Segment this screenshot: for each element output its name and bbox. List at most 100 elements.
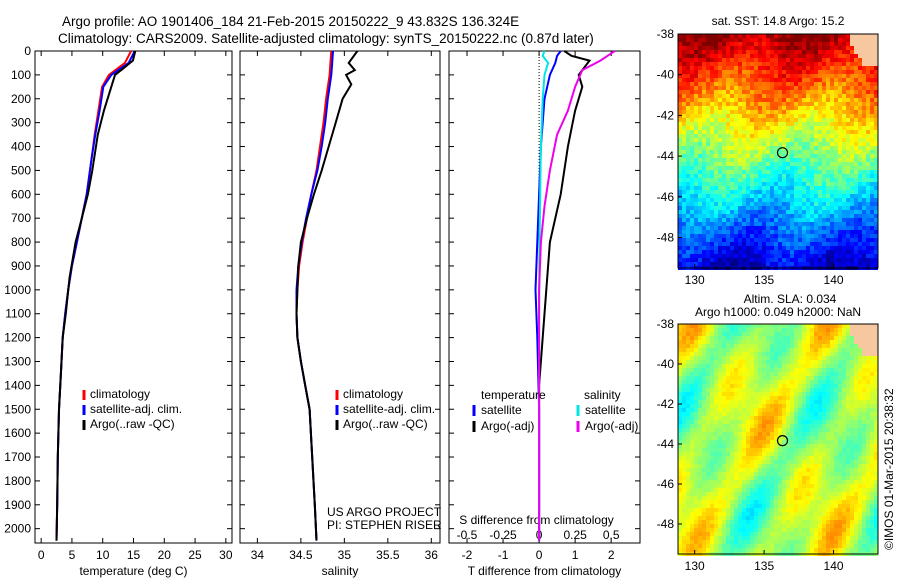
- y-tick-label: 1000: [4, 283, 31, 297]
- map-lon-label: 140: [824, 273, 844, 287]
- y-tick-label: 1100: [5, 307, 31, 321]
- y-tick-label: 1500: [4, 402, 31, 416]
- map-frame: [677, 323, 879, 555]
- profile-panel-difference: -2 -1 0 1 2 T difference from climatology -0.5…: [448, 50, 641, 578]
- legend-title-temperature: temperature: [481, 388, 546, 402]
- map-lon-label: 140: [824, 559, 844, 573]
- y-tick-label: 300: [11, 116, 31, 130]
- x-tick-label: -1: [498, 548, 509, 562]
- y-tick-label: 1900: [4, 498, 31, 512]
- x-tick-label: 30: [219, 548, 233, 562]
- legend-label: Argo(..raw -QC): [343, 417, 428, 431]
- y-tick-label: 1200: [4, 331, 31, 345]
- legend-label: Argo(-adj): [585, 419, 638, 433]
- argo-position-marker: [776, 147, 789, 159]
- legend-label: satellite-adj. clim.: [343, 402, 435, 416]
- credit-label: ©IMOS 01-Mar-2015 20:38:32: [882, 388, 896, 550]
- y-tick-label: 2000: [4, 522, 31, 536]
- map-lat-label: -38: [657, 317, 675, 331]
- series-line-s-argo-adj-: [538, 50, 616, 541]
- plot-frame: [34, 50, 233, 544]
- x-tick-label: 36: [425, 548, 439, 562]
- sla-map-subtitle: Argo h1000: 0.049 h2000: NaN: [695, 305, 861, 319]
- y-tick-label: 400: [11, 140, 31, 154]
- x-tick-label: 35.5: [376, 548, 400, 562]
- legend-label: satellite: [585, 403, 626, 417]
- map-lon-label: 130: [685, 559, 705, 573]
- x-tick-label: 20: [158, 548, 172, 562]
- legend-label: satellite-adj. clim.: [90, 402, 182, 416]
- legend-label: Argo(..raw -QC): [90, 417, 175, 431]
- sst-map: -38 -40 -42 -44 -46 -48 130 135 140: [657, 27, 879, 287]
- x-axis-label-top: S difference from climatology: [459, 513, 614, 527]
- x-tick-label: 0: [38, 548, 45, 562]
- x-axis-label: temperature (deg C): [79, 564, 187, 578]
- sla-map-title: Altim. SLA: 0.034: [744, 292, 837, 306]
- legend-label: climatology: [343, 387, 403, 401]
- legend-label: satellite: [481, 403, 522, 417]
- x-tick-label: 25: [188, 548, 202, 562]
- x-tick-label: 15: [127, 548, 141, 562]
- series-line-climatology: [295, 50, 333, 541]
- series-line-t-argo-adj-: [538, 50, 592, 541]
- map-lat-label: -44: [657, 437, 675, 451]
- map-lon-label: 135: [754, 273, 774, 287]
- x-tick-label: 5: [69, 548, 76, 562]
- x-tick-label: 34.5: [289, 548, 313, 562]
- x-tick-label: 2: [608, 548, 615, 562]
- map-lat-label: -46: [657, 190, 675, 204]
- x-axis-label: T difference from climatology: [468, 564, 622, 578]
- y-tick-label: 700: [11, 211, 31, 225]
- project-annotation: US ARGO PROJECT: [327, 505, 442, 519]
- legend-label: climatology: [90, 387, 150, 401]
- project-annotation: PI: STEPHEN RISER: [327, 518, 442, 532]
- sst-field: [678, 34, 878, 270]
- x-tick-label: 1: [572, 548, 579, 562]
- map-lat-label: -40: [657, 357, 675, 371]
- map-lat-label: -48: [657, 517, 675, 531]
- legend-label: Argo(-adj): [481, 419, 534, 433]
- y-tick-label: 1600: [4, 426, 31, 440]
- sst-map-title: sat. SST: 14.8 Argo: 15.2: [712, 14, 845, 28]
- figure-subtitle: Climatology: CARS2009. Satellite-adjuste…: [58, 31, 594, 46]
- x-tick-label: -2: [462, 548, 473, 562]
- x-tick-label-top: -0.25: [489, 528, 517, 542]
- y-tick-label: 0: [24, 44, 31, 58]
- y-tick-label: 1800: [4, 474, 31, 488]
- y-tick-label: 1700: [4, 450, 31, 464]
- map-frame: [677, 33, 879, 269]
- map-lat-label: -40: [657, 68, 675, 82]
- map-lat-label: -48: [657, 230, 675, 244]
- profile-panel-temperature: 0100200300400500600700800900100011001200…: [4, 44, 233, 578]
- series-line-argo-raw-qc-: [55, 50, 137, 541]
- x-tick-label-top: 0.5: [603, 528, 620, 542]
- y-tick-label: 600: [11, 187, 31, 201]
- map-lat-label: -44: [657, 149, 675, 163]
- map-lat-label: -38: [657, 27, 675, 41]
- y-tick-label: 100: [11, 68, 31, 82]
- x-tick-label-top: -0.5: [457, 528, 478, 542]
- map-lon-label: 130: [685, 273, 705, 287]
- sla-map: -38 -40 -42 -44 -46 -48 130 135 140: [657, 317, 879, 573]
- y-tick-label: 500: [11, 163, 31, 177]
- map-lat-label: -42: [657, 108, 675, 122]
- figure-title: Argo profile: AO 1901406_184 21-Feb-2015…: [62, 14, 520, 29]
- x-tick-label-top: 0.25: [563, 528, 587, 542]
- x-tick-label: 10: [96, 548, 110, 562]
- x-tick-label: 34: [251, 548, 265, 562]
- x-axis-label: salinity: [322, 564, 359, 578]
- map-lat-label: -42: [657, 397, 675, 411]
- plot-frame: [239, 50, 441, 544]
- map-lon-label: 135: [754, 559, 774, 573]
- y-tick-label: 800: [11, 235, 31, 249]
- plot-frame: [448, 50, 641, 544]
- series-line-argo-raw-qc-: [295, 50, 359, 541]
- profile-panel-salinity: 34 34.5 35 35.5 36 salinity climatologysatelli…: [239, 50, 442, 578]
- map-lat-label: -46: [657, 477, 675, 491]
- x-tick-label: 35: [338, 548, 352, 562]
- y-tick-label: 900: [11, 259, 31, 273]
- y-tick-label: 200: [11, 92, 31, 106]
- y-tick-label: 1300: [4, 354, 31, 368]
- argo-position-marker: [776, 435, 789, 447]
